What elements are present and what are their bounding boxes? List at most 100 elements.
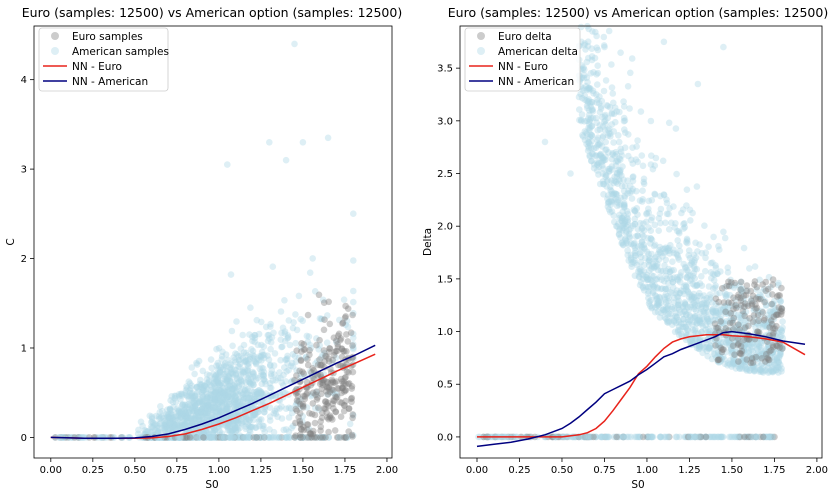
sample-point [665, 119, 673, 127]
sample-point [186, 402, 194, 409]
sample-point [749, 292, 757, 300]
sample-point [188, 405, 196, 413]
sample-point [221, 361, 228, 369]
sample-point [205, 403, 213, 410]
sample-point [313, 391, 321, 398]
sample-point [210, 427, 218, 434]
sample-point [668, 267, 675, 274]
sample-point [304, 311, 312, 319]
sample-point [179, 421, 186, 429]
sample-point [227, 360, 234, 367]
sample-point [674, 293, 681, 301]
sample-point [207, 391, 214, 398]
sample-point [207, 387, 215, 394]
sample-point [258, 348, 266, 356]
sample-point [229, 385, 236, 393]
sample-point [223, 383, 231, 391]
sample-point [653, 295, 660, 303]
sample-point [271, 407, 279, 415]
sample-point [199, 393, 207, 401]
sample-point [215, 406, 222, 413]
sample-point [278, 329, 285, 337]
sample-point [176, 392, 183, 400]
sample-point [186, 380, 194, 387]
sample-point [236, 360, 244, 368]
sample-point [241, 387, 249, 394]
chart-left-title: Euro (samples: 12500) vs American option… [22, 5, 402, 20]
legend-marker-american-delta [477, 47, 485, 55]
sample-point [183, 434, 191, 441]
sample-point [266, 139, 273, 146]
sample-point [644, 234, 651, 242]
sample-point [228, 365, 235, 373]
sample-point [700, 316, 708, 323]
sample-point [623, 207, 631, 215]
sample-point [183, 413, 190, 421]
sample-point [234, 398, 242, 406]
sample-point [221, 373, 229, 381]
sample-point [247, 381, 255, 388]
sample-point [155, 424, 162, 432]
sample-point [266, 417, 274, 424]
sample-point [320, 434, 328, 441]
sample-point [244, 398, 252, 405]
sample-point [249, 416, 257, 424]
sample-point [212, 385, 220, 393]
sample-point [242, 390, 250, 398]
sample-point [317, 427, 324, 435]
sample-point [670, 246, 677, 254]
sample-point [224, 383, 232, 390]
sample-point [244, 357, 252, 364]
sample-point [297, 370, 305, 378]
sample-point [231, 434, 238, 441]
sample-point [156, 420, 164, 428]
sample-point [769, 281, 777, 288]
sample-point [285, 414, 293, 421]
sample-point [252, 391, 259, 399]
sample-point [245, 363, 252, 371]
sample-point [700, 299, 708, 307]
sample-point [163, 423, 170, 431]
x-tick-label: 1.75 [763, 465, 785, 476]
sample-point [299, 139, 307, 146]
sample-point [769, 291, 776, 298]
sample-point [638, 152, 646, 159]
sample-point [262, 390, 270, 397]
sample-point [252, 359, 260, 367]
sample-point [244, 366, 251, 374]
sample-point [226, 377, 234, 384]
sample-point [249, 379, 256, 387]
sample-point [289, 351, 297, 358]
sample-point [221, 421, 228, 429]
sample-point [605, 27, 613, 35]
sample-point [236, 387, 244, 395]
sample-point [200, 429, 208, 437]
sample-point [245, 377, 253, 385]
sample-point [178, 421, 186, 429]
sample-point [751, 263, 759, 270]
sample-point [208, 396, 215, 404]
sample-point [303, 332, 311, 340]
sample-point [238, 419, 246, 427]
sample-point [284, 335, 291, 342]
sample-point [162, 424, 169, 432]
sample-point [183, 434, 190, 441]
sample-point [692, 325, 699, 333]
sample-point [328, 387, 335, 395]
sample-point [320, 299, 328, 307]
sample-point [701, 222, 708, 229]
sample-point [233, 388, 240, 395]
sample-point [694, 80, 702, 88]
sample-point [737, 350, 745, 358]
sample-point [159, 407, 166, 415]
sample-point [596, 141, 603, 148]
sample-point [193, 359, 200, 367]
sample-point [225, 434, 233, 441]
sample-point [267, 323, 274, 331]
sample-point [318, 315, 326, 323]
y-tick-label: 0 [21, 433, 27, 444]
sample-point [192, 405, 199, 413]
sample-point [189, 408, 197, 415]
sample-point [266, 384, 274, 392]
sample-point [236, 402, 243, 409]
